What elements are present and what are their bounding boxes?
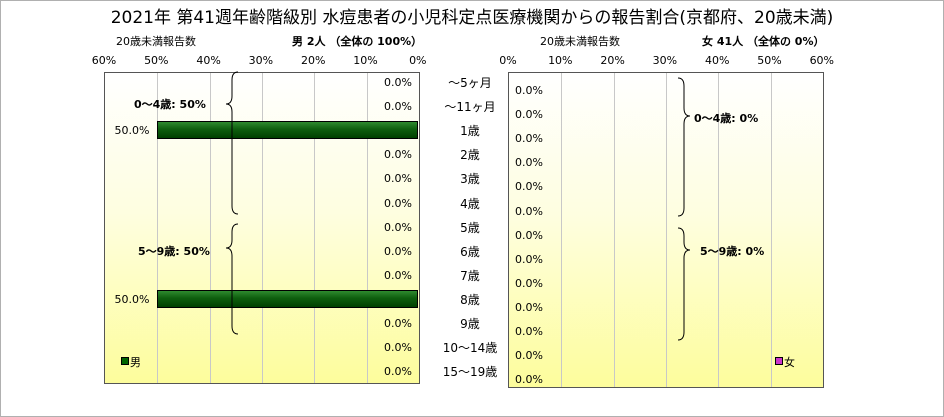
x-tick-label: 60% [809,54,835,67]
female-value-label: 0.0% [515,108,543,122]
female-value-label: 0.0% [515,204,543,218]
left-subtitle-male: 男 2人 （全体の 100%） [292,35,423,48]
right-legend: 女 [775,354,795,370]
gridline [314,73,316,383]
gridline [718,73,720,387]
category-label: 10～14歳 [442,341,498,356]
x-tick-label: 0% [499,54,517,67]
right-bracket-5-9 [677,227,691,341]
female-value-label: 0.0% [515,180,543,194]
x-tick-label: 50% [144,54,169,67]
left-subtitle-count: 20歳未満報告数 [116,35,196,48]
category-label: 3歳 [460,172,480,187]
female-value-label: 0.0% [515,325,543,338]
x-tick-label: 10% [353,54,378,67]
x-tick-label: 0% [409,54,427,67]
male-value-label: 0.0% [384,100,412,114]
female-value-label: 0.0% [515,276,543,290]
male-value-label: 0.0% [384,317,412,330]
right-group-label-0-4: 0～4歳: 0% [694,112,759,125]
male-value-label: 0.0% [384,76,412,89]
male-value-label: 0.0% [384,196,412,210]
female-value-label: 0.0% [515,252,543,266]
category-label: 6歳 [460,244,480,259]
gridline [561,73,563,387]
category-label: 9歳 [460,317,480,331]
male-value-label: 0.0% [384,341,412,355]
x-tick-label: 30% [652,54,678,67]
gridline [613,73,615,387]
female-value-label: 0.0% [515,300,543,314]
male-legend-label: 男 [130,356,141,369]
x-tick-label: 30% [248,54,274,67]
female-legend-label: 女 [784,356,795,369]
female-value-label: 0.0% [515,349,543,363]
male-value-label: 0.0% [384,148,412,162]
female-value-label: 0.0% [515,156,543,170]
left-group-label-5-9: 5～9歳: 50% [138,245,210,258]
gridline [770,73,772,387]
left-group-label-0-4: 0～4歳: 50% [134,98,206,111]
male-value-label: 0.0% [384,268,412,282]
category-label: ～11ヶ月 [444,100,496,115]
x-tick-label: 60% [91,54,117,67]
male-value-label: 0.0% [384,172,412,186]
male-value-label: 0.0% [384,244,412,258]
female-legend-swatch [775,357,783,365]
male-legend-swatch [121,357,129,365]
x-tick-label: 50% [757,54,782,67]
left-legend: 男 [121,354,141,370]
category-label: 1歳 [460,124,480,139]
left-bracket-5-9 [225,223,239,335]
right-group-label-5-9: 5～9歳: 0% [700,245,765,258]
gridline [261,73,263,383]
x-tick-label: 10% [548,54,573,67]
female-value-label: 0.0% [515,373,543,387]
gridline [665,73,667,387]
category-label: 8歳 [460,292,480,307]
left-bracket-0-4 [225,71,239,215]
x-tick-label: 20% [300,54,326,67]
female-value-label: 0.0% [515,132,543,146]
male-value-label: 0.0% [384,220,412,234]
chart-title: 2021年 第41週年齢階級別 水痘患者の小児科定点医療機関からの報告割合(京都… [110,8,834,28]
right-plot-area [508,72,824,388]
x-tick-label: 20% [600,54,625,67]
right-bracket-0-4 [677,77,691,217]
x-tick-label: 40% [196,54,221,67]
right-subtitle-female: 女 41人 （全体の 0%） [702,35,825,48]
male-bar-value-label: 50.0% [114,292,150,306]
category-label: 4歳 [460,196,480,211]
category-label: 5歳 [460,220,480,235]
x-tick-label: 40% [704,54,730,67]
male-bar-value-label: 50.0% [114,124,150,138]
category-label: 15～19歳 [442,365,498,380]
category-label: 7歳 [460,268,480,283]
gridline [209,73,211,383]
female-value-label: 0.0% [515,84,543,97]
gridline [157,73,159,383]
category-label: 2歳 [460,148,480,163]
right-subtitle-count: 20歳未満報告数 [540,35,620,48]
gridline [366,73,368,383]
male-bar [156,289,418,308]
male-value-label: 0.0% [384,365,412,379]
female-value-label: 0.0% [515,228,543,242]
category-label: ～5ヶ月 [448,76,492,90]
male-bar [156,121,418,140]
